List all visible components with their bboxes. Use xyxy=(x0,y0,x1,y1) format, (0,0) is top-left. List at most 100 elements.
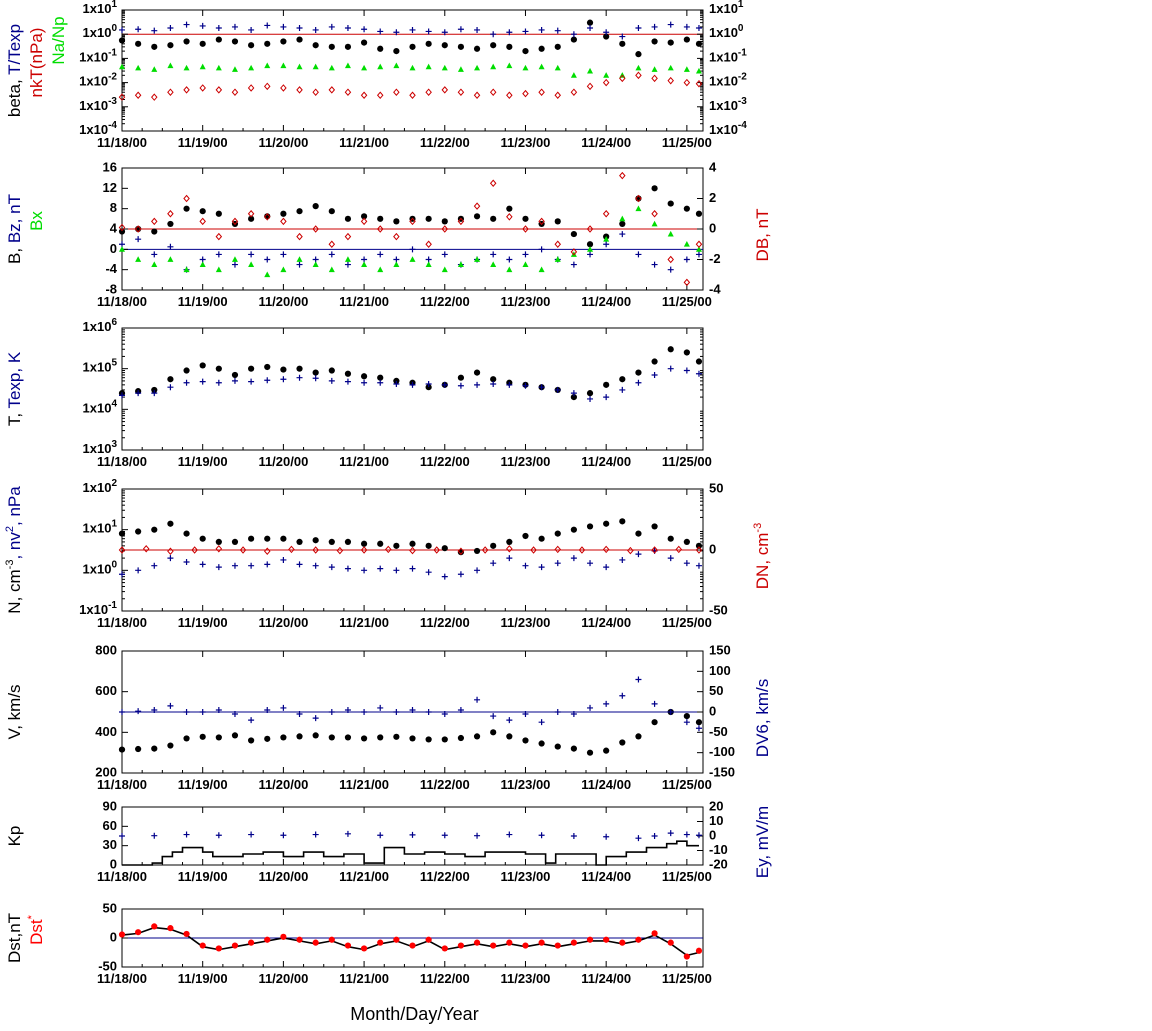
data-point xyxy=(554,530,561,537)
data-point xyxy=(409,942,416,949)
data-point xyxy=(344,830,351,837)
data-point xyxy=(344,232,352,241)
data-point xyxy=(587,246,594,252)
data-point xyxy=(167,384,174,391)
data-point xyxy=(215,36,222,43)
data-point xyxy=(603,72,610,78)
data-point xyxy=(119,709,125,715)
data-point xyxy=(215,945,222,952)
data-point xyxy=(312,26,319,33)
data-point xyxy=(247,84,255,92)
data-point xyxy=(409,91,416,100)
data-point xyxy=(280,210,287,217)
x-tick-label: 11/24/00 xyxy=(581,869,631,884)
x-tick-label: 11/22/00 xyxy=(420,971,470,986)
data-point xyxy=(538,217,545,226)
y-axis-title-2: nkT(nPa) xyxy=(27,28,46,98)
data-point xyxy=(570,390,577,397)
data-point xyxy=(425,240,432,249)
data-point xyxy=(683,538,690,546)
data-point xyxy=(312,546,319,554)
data-point xyxy=(441,29,448,36)
data-point xyxy=(570,230,577,238)
y-tick-label: 0 xyxy=(110,856,117,871)
data-point xyxy=(506,43,513,50)
y-tick-label: 90 xyxy=(103,798,117,813)
data-point xyxy=(570,939,577,946)
data-point xyxy=(538,246,545,253)
data-point xyxy=(425,380,432,387)
data-point xyxy=(296,261,303,268)
data-point xyxy=(248,42,255,49)
data-point xyxy=(554,256,561,262)
data-point xyxy=(457,706,464,713)
y-tick-label: -4 xyxy=(105,261,117,276)
data-point xyxy=(199,217,206,226)
data-point xyxy=(231,66,238,72)
data-point xyxy=(151,745,158,752)
y-right-tick-label: 1x10-3 xyxy=(709,95,747,113)
data-point xyxy=(651,38,658,45)
data-point xyxy=(441,381,448,388)
data-point xyxy=(409,256,416,262)
data-point xyxy=(651,833,658,839)
data-point xyxy=(328,251,335,258)
data-point xyxy=(522,532,529,540)
y-axis-title-right: DV6, km/s xyxy=(753,679,772,757)
data-point xyxy=(328,709,335,715)
data-point xyxy=(344,43,352,50)
y-tick-label: 16 xyxy=(103,159,117,174)
y-right-tick-label: 100 xyxy=(709,663,731,678)
data-point xyxy=(135,528,142,535)
data-point xyxy=(667,266,674,273)
data-point xyxy=(651,74,658,83)
data-point xyxy=(457,571,464,578)
data-point xyxy=(183,709,190,715)
data-point xyxy=(135,236,142,243)
data-point xyxy=(263,82,271,91)
x-tick-label: 11/20/00 xyxy=(258,777,308,792)
data-point xyxy=(635,369,642,376)
data-point xyxy=(215,64,222,71)
data-point xyxy=(554,709,561,715)
data-point xyxy=(683,256,690,263)
data-point xyxy=(695,832,702,839)
data-point xyxy=(376,91,384,100)
data-point xyxy=(619,40,626,47)
data-point xyxy=(151,526,158,533)
data-point xyxy=(248,261,255,267)
data-point xyxy=(522,942,529,949)
data-point xyxy=(393,88,400,96)
x-tick-label: 11/20/00 xyxy=(258,615,308,630)
data-point xyxy=(199,709,206,715)
data-point xyxy=(473,91,481,100)
data-point xyxy=(586,225,594,233)
data-point xyxy=(457,217,465,226)
data-point xyxy=(619,215,626,222)
data-point xyxy=(328,936,335,943)
data-point xyxy=(474,26,481,33)
data-point xyxy=(409,540,416,547)
data-point xyxy=(296,733,303,740)
data-point xyxy=(474,832,481,839)
data-point xyxy=(425,736,432,743)
data-point xyxy=(695,210,703,217)
data-point xyxy=(280,266,287,273)
data-point xyxy=(651,358,658,365)
data-point xyxy=(587,25,594,32)
data-point xyxy=(142,545,150,553)
y-tick-label: 1x105 xyxy=(83,357,118,375)
data-point xyxy=(474,64,481,71)
data-point xyxy=(328,734,335,741)
data-point xyxy=(506,381,513,388)
data-point xyxy=(393,232,400,241)
data-point xyxy=(409,381,416,388)
data-point xyxy=(522,382,529,389)
data-point xyxy=(119,246,125,252)
data-point xyxy=(425,569,432,576)
data-point xyxy=(151,923,158,930)
x-tick-label: 11/23/00 xyxy=(501,294,551,309)
data-point xyxy=(651,23,658,30)
